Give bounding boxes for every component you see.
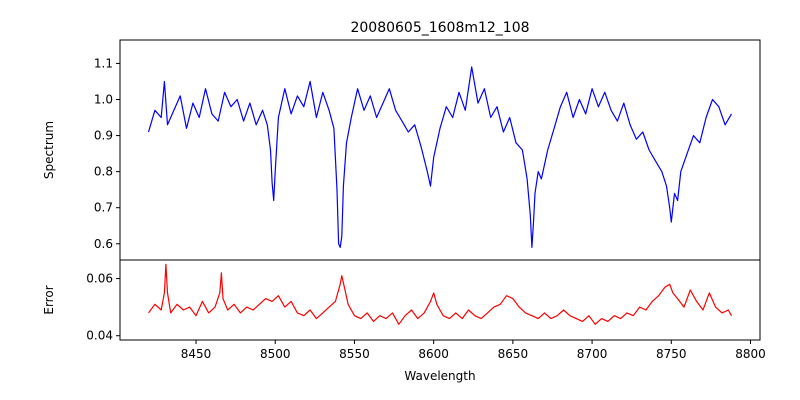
error-series (148, 263, 733, 325)
spectrum-y-tick-label: 0.6 (94, 237, 113, 251)
spectrum-y-tick-label: 1.0 (94, 93, 113, 107)
spectrum-y-ticks: 0.6 0.7 0.8 0.9 1.0 1.1 (94, 56, 120, 251)
error-y-axis-label: Error (42, 285, 56, 314)
spectrum-y-axis-label: Spectrum (42, 121, 56, 179)
error-x-tick-label: 8700 (577, 347, 608, 361)
error-axes-frame (119, 259, 761, 341)
error-x-tick-label: 8550 (339, 347, 370, 361)
error-line (148, 263, 733, 325)
spectrum-y-tick-label: 0.9 (94, 129, 113, 143)
spectrum-y-tick-label: 0.8 (94, 165, 113, 179)
error-y-tick-label: 0.04 (86, 329, 113, 343)
error-x-tick-label: 8650 (498, 347, 529, 361)
spectrum-series (147, 66, 733, 248)
error-x-tick-label: 8800 (735, 347, 766, 361)
error-x-tick-label: 8500 (260, 347, 291, 361)
spectrum-y-tick-label: 1.1 (94, 56, 113, 70)
error-x-tick-label: 8450 (181, 347, 212, 361)
error-x-tick-label: 8600 (418, 347, 449, 361)
error-panel: 0.04 0.06 8450 8500 8550 8600 8650 8700 8750 8800… (42, 259, 766, 383)
spectrum-y-tick-label: 0.7 (94, 201, 113, 215)
error-ticks: 0.04 0.06 8450 8500 8550 8600 8650 8700 8750 8800 (86, 272, 765, 361)
chart-title: 20080605_1608m12_108 (350, 20, 529, 36)
spectrum-line (147, 66, 733, 248)
error-x-tick-label: 8750 (656, 347, 687, 361)
error-y-tick-label: 0.06 (86, 272, 113, 286)
x-axis-label: Wavelength (404, 369, 475, 383)
